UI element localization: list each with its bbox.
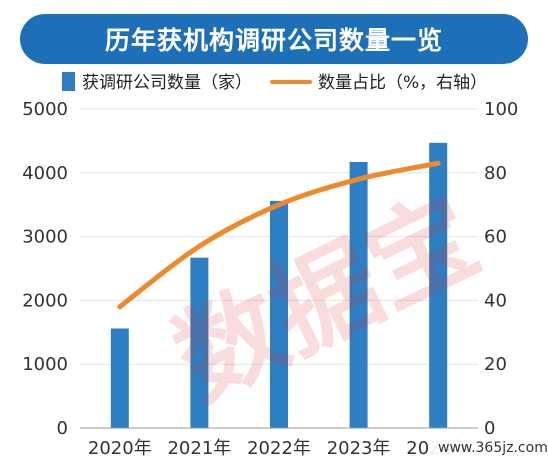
x-tick-label: 2022年	[247, 438, 311, 459]
y-right-tick-label: 0	[484, 418, 495, 439]
site-badge-text: www.365jz.com	[438, 440, 548, 456]
bar	[429, 142, 448, 428]
bar	[270, 200, 288, 428]
y-right-tick-label: 60	[484, 227, 507, 248]
legend: 获调研公司数量（家） 数量占比（%，右轴）	[62, 72, 487, 93]
y-left-tick-label: 2000	[22, 290, 68, 311]
y-right-tick-label: 100	[484, 99, 518, 120]
y-left-tick-label: 5000	[22, 99, 68, 120]
legend-bar-label: 获调研公司数量（家）	[82, 73, 252, 93]
bar	[349, 161, 368, 429]
line-series	[117, 160, 441, 310]
y-left-tick-label: 4000	[22, 163, 68, 184]
x-tick-label: 2021年	[167, 438, 231, 459]
bar	[190, 257, 209, 428]
legend-line-label: 数量占比（%，右轴）	[318, 73, 487, 93]
y-left-tick-label: 3000	[22, 227, 68, 248]
y-right-tick-label: 20	[484, 354, 507, 375]
bar	[110, 328, 129, 428]
y-left-tick-label: 0	[57, 418, 68, 439]
chart-title-banner: 历年获机构调研公司数量一览	[20, 14, 528, 64]
x-tick-label: 2023年	[327, 438, 391, 459]
site-badge: www.365jz.com	[430, 436, 548, 458]
y-right-tick-label: 40	[484, 290, 507, 311]
y-left-tick-label: 1000	[22, 354, 68, 375]
bar-series	[110, 142, 448, 429]
legend-bar-swatch	[62, 72, 75, 91]
chart-title: 历年获机构调研公司数量一览	[104, 26, 443, 55]
x-tick-label: 2020年	[88, 438, 152, 459]
y-right-tick-label: 80	[484, 163, 507, 184]
